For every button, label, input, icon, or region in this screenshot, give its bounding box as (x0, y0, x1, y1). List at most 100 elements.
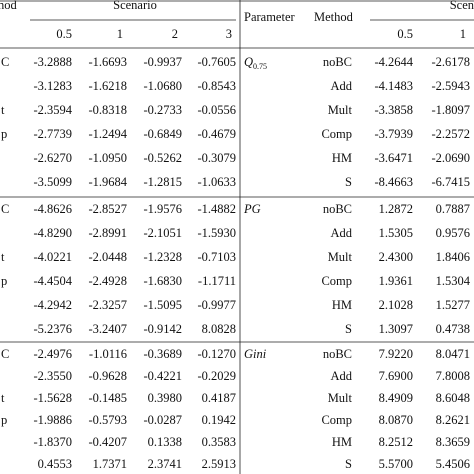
method: Add (330, 369, 352, 383)
cell: 8.4909 (379, 391, 413, 405)
cell: -2.6178 (431, 55, 470, 69)
cell: -4.0221 (33, 250, 72, 264)
method: Comp (321, 127, 352, 141)
cell: -0.0287 (143, 413, 182, 427)
method: S (345, 175, 352, 189)
cell: -0.8318 (88, 103, 127, 117)
cell: -4.8290 (33, 226, 72, 240)
cell: 1.5304 (436, 274, 471, 288)
cell: -2.1051 (143, 226, 182, 240)
method: Comp (321, 274, 352, 288)
cell: -0.9142 (143, 322, 182, 336)
cell: 0.4738 (436, 322, 470, 336)
cell: 1.5277 (436, 298, 470, 312)
cell: 8.6048 (436, 391, 470, 405)
cell: 5.5700 (379, 457, 413, 471)
cell: -4.1483 (374, 79, 413, 93)
parameter-main: Q (244, 55, 253, 69)
cell: -3.1283 (33, 79, 72, 93)
cell: 2.3741 (148, 457, 182, 471)
cell: -1.6830 (143, 274, 182, 288)
cell: -2.6270 (33, 151, 72, 165)
cell: -0.4679 (197, 127, 236, 141)
cell: 7.8008 (436, 369, 470, 383)
cell: 1.2872 (379, 202, 413, 216)
cell: 8.0471 (436, 347, 470, 361)
cell: -3.5099 (33, 175, 72, 189)
cell: -2.5943 (431, 79, 470, 93)
cell: -3.3858 (374, 103, 413, 117)
cell: 2.1028 (379, 298, 413, 312)
method: Comp (321, 413, 352, 427)
cell: -2.8991 (88, 226, 127, 240)
cell: -6.7415 (431, 175, 470, 189)
method-cut: C (1, 202, 9, 216)
method: HM (332, 298, 352, 312)
parameter: PG (243, 202, 261, 216)
parameter-main: PG (243, 202, 261, 216)
method: HM (332, 435, 352, 449)
cell: -2.7739 (33, 127, 72, 141)
method-cut: t (1, 391, 5, 405)
cell: -0.1270 (197, 347, 236, 361)
cell: 0.4187 (202, 391, 236, 405)
header: nod (0, 0, 18, 12)
cell: -3.2888 (33, 55, 72, 69)
scenario-header: 1 (117, 27, 123, 41)
cell: -0.5262 (143, 151, 182, 165)
cell: -8.4663 (374, 175, 413, 189)
cell: -0.7605 (197, 55, 236, 69)
method-cut: t (1, 103, 5, 117)
cell: 8.2512 (379, 435, 413, 449)
cell: -1.0633 (197, 175, 236, 189)
cell: -0.2029 (197, 369, 236, 383)
cell: 2.5913 (202, 457, 236, 471)
cell: -2.8527 (88, 202, 127, 216)
cell: -3.2407 (88, 322, 127, 336)
parameter: Gini (244, 347, 267, 361)
cell: -1.1711 (198, 274, 236, 288)
scenario-header: 0.5 (56, 27, 72, 41)
cell: -4.8626 (33, 202, 72, 216)
cell: -2.3257 (88, 298, 127, 312)
cell: 0.3980 (148, 391, 182, 405)
cell: -3.7939 (374, 127, 413, 141)
header: Scenario (113, 0, 157, 12)
cell: -1.2494 (88, 127, 127, 141)
cell: -0.5793 (88, 413, 127, 427)
cell: -2.4976 (33, 347, 72, 361)
cell: 8.0870 (379, 413, 413, 427)
cell: 0.9576 (436, 226, 470, 240)
cell: -1.2328 (143, 250, 182, 264)
cell: 1.9361 (379, 274, 413, 288)
cell: -2.2572 (431, 127, 470, 141)
cell: -1.5095 (143, 298, 182, 312)
cell: -1.0950 (88, 151, 127, 165)
method-cut: C (1, 55, 9, 69)
method: noBC (323, 202, 352, 216)
cell: -1.6693 (88, 55, 127, 69)
cell: -2.0690 (431, 151, 470, 165)
cell: -0.9937 (143, 55, 182, 69)
cell: -0.4221 (143, 369, 182, 383)
method: Mult (328, 391, 353, 405)
cell: 1.3097 (379, 322, 413, 336)
method: HM (332, 151, 352, 165)
cell: -4.4504 (33, 274, 72, 288)
method: Add (330, 226, 352, 240)
method: S (345, 457, 352, 471)
cell: -0.9977 (197, 298, 236, 312)
cell: 7.9220 (379, 347, 413, 361)
cell: 2.4300 (379, 250, 413, 264)
header: Parameter (244, 10, 296, 24)
cell: -2.4928 (88, 274, 127, 288)
cell: -0.4207 (88, 435, 127, 449)
cell: -1.2815 (143, 175, 182, 189)
scenario-header: 2 (172, 27, 178, 41)
method: Add (330, 79, 352, 93)
method: Mult (328, 103, 353, 117)
header: Method (314, 10, 354, 24)
cell: -1.9886 (33, 413, 72, 427)
cell: -5.2376 (33, 322, 72, 336)
